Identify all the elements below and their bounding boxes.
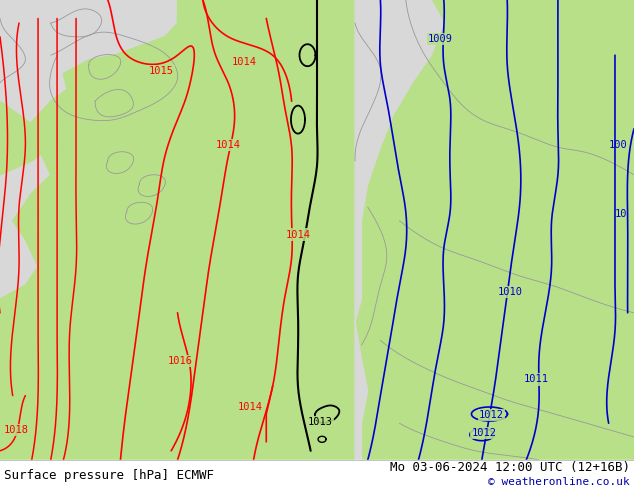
- Text: 100: 100: [609, 140, 628, 150]
- Text: 1015: 1015: [149, 66, 174, 76]
- Polygon shape: [63, 55, 158, 115]
- Text: © weatheronline.co.uk: © weatheronline.co.uk: [488, 477, 630, 487]
- Polygon shape: [0, 101, 51, 175]
- Bar: [0, 460, 634, 490]
- Polygon shape: [0, 276, 349, 460]
- Text: 1012: 1012: [471, 428, 496, 439]
- Text: 1010: 1010: [498, 287, 523, 297]
- Polygon shape: [355, 0, 444, 460]
- Text: 1014: 1014: [231, 57, 257, 67]
- Text: 1014: 1014: [238, 402, 263, 412]
- Text: 1013: 1013: [307, 417, 333, 427]
- Text: 1009: 1009: [428, 34, 453, 44]
- Text: 1018: 1018: [3, 425, 29, 435]
- Polygon shape: [0, 0, 634, 460]
- Text: 1014: 1014: [216, 140, 241, 150]
- Text: 1011: 1011: [523, 374, 548, 385]
- Polygon shape: [76, 138, 165, 193]
- Text: 1016: 1016: [168, 356, 193, 366]
- Text: 10: 10: [615, 209, 628, 219]
- Text: 1012: 1012: [479, 410, 504, 420]
- Text: 1014: 1014: [285, 230, 311, 240]
- Polygon shape: [349, 0, 634, 460]
- Text: Surface pressure [hPa] ECMWF: Surface pressure [hPa] ECMWF: [4, 468, 214, 482]
- Text: Mo 03-06-2024 12:00 UTC (12+16B): Mo 03-06-2024 12:00 UTC (12+16B): [390, 462, 630, 474]
